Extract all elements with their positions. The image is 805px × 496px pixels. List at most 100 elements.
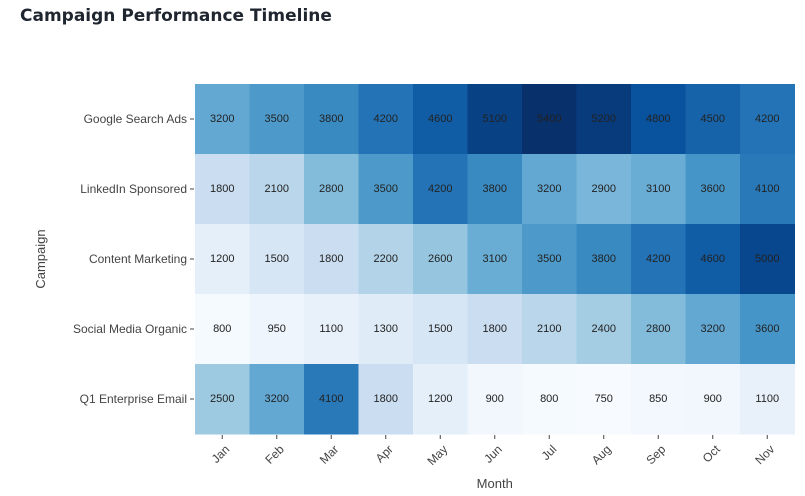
- cell-value-label: 1800: [319, 253, 343, 265]
- cell-value-label: 4200: [755, 113, 779, 125]
- cell-value-label: 2800: [319, 183, 343, 195]
- heatmap-cell: [685, 84, 741, 155]
- cell-value-label: 2100: [265, 183, 289, 195]
- x-tick-label: Feb: [262, 442, 287, 467]
- cell-value-label: 3500: [537, 253, 561, 265]
- cell-value-label: 4600: [428, 113, 452, 125]
- heatmap-cell: [195, 364, 250, 435]
- x-tick-label: Mar: [317, 442, 342, 467]
- heatmap-cell: [413, 84, 468, 155]
- heatmap-cell: [249, 294, 305, 365]
- cell-value-label: 3600: [755, 323, 779, 335]
- heatmap-cell: [358, 364, 414, 435]
- heatmap-cell: [685, 364, 741, 435]
- heatmap-cell: [304, 364, 359, 435]
- heatmap-cell: [304, 224, 359, 295]
- y-axis-title: Campaign: [33, 229, 48, 288]
- heatmap-cell: [467, 224, 523, 295]
- x-tick-label: Jan: [209, 442, 233, 466]
- heatmap-cell: [522, 224, 577, 295]
- cell-value-label: 5000: [755, 253, 779, 265]
- cell-value-label: 5400: [537, 113, 561, 125]
- heatmap-cell: [576, 364, 632, 435]
- heatmap-cell: [413, 364, 468, 435]
- x-tick-label: Nov: [752, 442, 777, 467]
- heatmap-cell: [249, 154, 305, 225]
- heatmap-cell: [304, 154, 359, 225]
- heatmap-cell: [685, 154, 741, 225]
- heatmap-cell: [358, 154, 414, 225]
- heatmap-cell: [249, 224, 305, 295]
- y-tick-label: Q1 Enterprise Email: [80, 392, 187, 406]
- cell-value-label: 4200: [374, 113, 398, 125]
- cell-value-label: 2800: [646, 323, 670, 335]
- cell-value-label: 3100: [483, 253, 507, 265]
- cell-value-label: 4200: [428, 183, 452, 195]
- heatmap-cell: [631, 154, 686, 225]
- x-tick-label: Jul: [539, 442, 560, 463]
- heatmap-cell: [576, 224, 632, 295]
- cell-value-label: 3500: [374, 183, 398, 195]
- cell-value-label: 900: [486, 393, 504, 405]
- heatmap-cell: [576, 154, 632, 225]
- heatmap-cell: [631, 294, 686, 365]
- heatmap-cell: [522, 364, 577, 435]
- heatmap-cell: [685, 294, 741, 365]
- heatmap-cell: [195, 224, 250, 295]
- cell-value-label: 5200: [592, 113, 616, 125]
- cell-value-label: 4100: [319, 393, 343, 405]
- heatmap-cell: [685, 224, 741, 295]
- cell-value-label: 1100: [755, 393, 779, 405]
- heatmap-cell: [413, 224, 468, 295]
- y-tick-label: LinkedIn Sponsored: [80, 182, 187, 196]
- heatmap-cells: 3200 3500 3800 4200 4600 5100 5400 5200 4800 4500…: [195, 84, 795, 435]
- heatmap-cell: [522, 294, 577, 365]
- cell-value-label: 1800: [483, 323, 507, 335]
- cell-value-label: 3200: [265, 393, 289, 405]
- cell-value-label: 1800: [374, 393, 398, 405]
- x-tick-label: Jun: [481, 442, 505, 466]
- heatmap-cell: [304, 294, 359, 365]
- cell-value-label: 3200: [701, 323, 725, 335]
- heatmap-cell: [195, 294, 250, 365]
- heatmap-cell: [467, 364, 523, 435]
- cell-value-label: 1200: [210, 253, 234, 265]
- cell-value-label: 1500: [428, 323, 452, 335]
- cell-value-label: 4800: [646, 113, 670, 125]
- x-tick-label: Oct: [700, 442, 724, 466]
- cell-value-label: 3600: [701, 183, 725, 195]
- x-tick-label: Aug: [589, 442, 614, 467]
- x-tick-label: May: [424, 442, 450, 468]
- cell-value-label: 1800: [210, 183, 234, 195]
- cell-value-label: 3200: [537, 183, 561, 195]
- cell-value-label: 2500: [210, 393, 234, 405]
- heatmap-cell: [631, 224, 686, 295]
- heatmap-cell: [195, 154, 250, 225]
- x-axis: Jan Feb Mar Apr May Jun Jul Aug Sep Oct Nov: [209, 435, 777, 468]
- heatmap-cell: [631, 364, 686, 435]
- heatmap-cell: [467, 84, 523, 155]
- heatmap-cell: [576, 84, 632, 155]
- cell-value-label: 2100: [537, 323, 561, 335]
- heatmap-cell: [740, 364, 795, 435]
- cell-value-label: 5100: [483, 113, 507, 125]
- heatmap-cell: [358, 224, 414, 295]
- heatmap-cell: [249, 364, 305, 435]
- cell-value-label: 3800: [483, 183, 507, 195]
- cell-value-label: 2200: [374, 253, 398, 265]
- cell-value-label: 800: [540, 393, 558, 405]
- heatmap-cell: [631, 84, 686, 155]
- cell-value-label: 1300: [374, 323, 398, 335]
- cell-value-label: 4100: [755, 183, 779, 195]
- cell-value-label: 950: [268, 323, 286, 335]
- cell-value-label: 2400: [592, 323, 616, 335]
- cell-value-label: 1100: [319, 323, 343, 335]
- x-tick-label: Sep: [643, 442, 668, 467]
- cell-value-label: 2600: [428, 253, 452, 265]
- heatmap-cell: [576, 294, 632, 365]
- cell-value-label: 4600: [701, 253, 725, 265]
- y-tick-label: Social Media Organic: [73, 322, 187, 336]
- cell-value-label: 3800: [592, 253, 616, 265]
- heatmap-cell: [522, 154, 577, 225]
